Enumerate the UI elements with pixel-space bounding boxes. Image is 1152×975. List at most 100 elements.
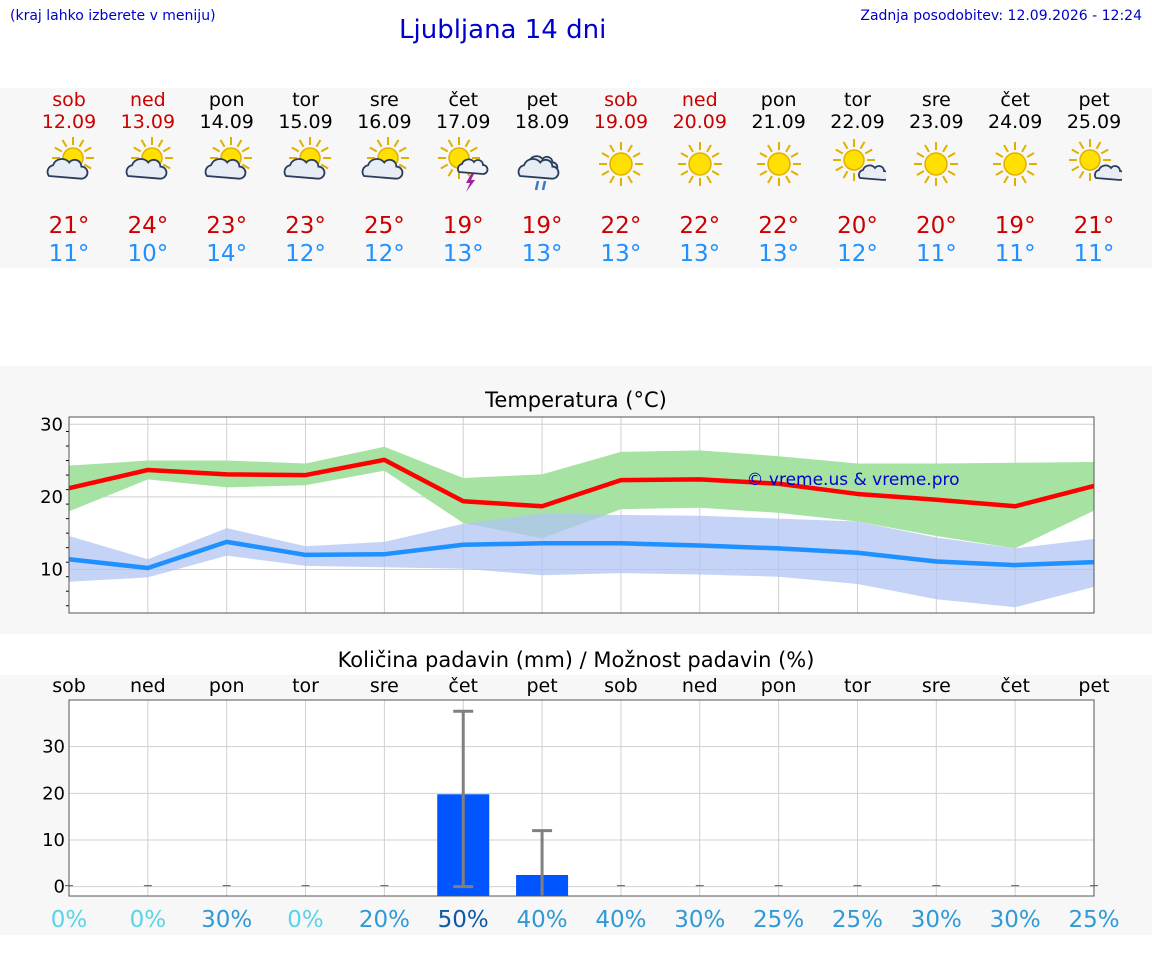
day-name: sre (921, 89, 951, 111)
min-temperature: 12° (364, 241, 405, 267)
max-temperature: 23° (206, 213, 248, 239)
day-column: pon 21.09 22° 13° (739, 88, 819, 268)
max-temperature: 20° (915, 213, 957, 239)
day-date: 12.09 (41, 111, 97, 133)
sun-cloud-icon (204, 137, 252, 180)
x-day-label: sob (52, 675, 86, 697)
day-date: 25.09 (1066, 111, 1122, 133)
precip-probability: 25% (753, 907, 804, 933)
sun-icon (914, 142, 959, 186)
max-temperature: 21° (1073, 213, 1115, 239)
y-tick-label: 20 (40, 487, 63, 508)
day-date: 15.09 (278, 111, 333, 133)
min-temperature: 12° (837, 241, 878, 267)
forecast-band (0, 88, 1152, 268)
day-column: tor 15.09 23° 12° (266, 88, 346, 268)
y-tick-label: 10 (42, 830, 65, 851)
day-name: pet (1078, 89, 1110, 111)
day-column: ned 13.09 24° 10° (108, 88, 188, 268)
range-band (69, 513, 1094, 608)
weather-icon (125, 137, 173, 180)
day-date: 21.09 (751, 111, 806, 133)
min-temperature: 10° (127, 241, 169, 267)
min-temperature: 13° (600, 241, 642, 267)
sun-storm-icon (438, 137, 489, 192)
day-name: sob (52, 89, 86, 111)
day-column: pet 25.09 21° 11° (1054, 88, 1134, 268)
day-column: sob 12.09 21° 11° (29, 88, 109, 268)
x-day-label: sre (922, 675, 951, 697)
region-menu-note: (kraj lahko izberete v meniju) (10, 8, 216, 24)
y-tick-label: 10 (40, 559, 63, 580)
sun-cloud-icon (362, 137, 410, 180)
precipitation-chart: 0 10 20 30 sob ned pon tor sre čet pet sob ned pon tor… (42, 675, 1119, 933)
page-title: Ljubljana 14 dni (399, 15, 607, 45)
day-column: sre 23.09 20° 11° (896, 88, 976, 268)
weather-icon (517, 155, 560, 191)
x-day-label: pet (1078, 675, 1109, 697)
watermark: © vreme.us & vreme.pro (746, 470, 959, 490)
precip-probability: 40% (595, 907, 646, 933)
weather-icon (46, 137, 94, 180)
precip-probability: 20% (359, 907, 410, 933)
min-temperature: 13° (758, 241, 800, 267)
weather-icon (438, 137, 489, 192)
day-name: čet (1000, 89, 1030, 111)
day-column: čet 24.09 19° 11° (975, 88, 1055, 268)
weather-icon (914, 142, 959, 186)
x-day-label: ned (130, 675, 166, 697)
day-date: 17.09 (436, 111, 491, 133)
x-day-label: sob (604, 675, 638, 697)
min-temperature: 14° (206, 241, 248, 267)
max-temperature: 22° (600, 213, 642, 239)
day-column: pet 18.09 19° 13° (502, 88, 582, 268)
sun-cloud-icon (283, 137, 331, 180)
day-name: ned (129, 89, 166, 111)
sun-small-cloud-icon (1069, 139, 1123, 181)
temperature-chart-title: Temperatura (°C) (485, 388, 667, 412)
min-temperature: 13° (521, 241, 563, 267)
x-day-label: pon (209, 675, 245, 697)
max-temperature: 19° (521, 213, 563, 239)
day-name: ned (681, 89, 718, 111)
day-column: pon 14.09 23° 14° (187, 88, 267, 268)
precip-probability: 25% (1068, 907, 1119, 933)
min-temperature: 11° (1073, 241, 1115, 267)
day-name: pon (208, 89, 245, 111)
day-name: tor (844, 89, 871, 111)
rain-cloud-icon (517, 155, 560, 191)
x-day-label: sre (370, 675, 399, 697)
temperature-chart: 10 20 30 © vreme.us & vreme.pro (40, 414, 1095, 614)
y-tick-label: 0 (54, 877, 65, 898)
day-date: 23.09 (909, 111, 964, 133)
min-temperature: 11° (994, 241, 1036, 267)
day-date: 13.09 (120, 111, 176, 133)
day-date: 16.09 (357, 111, 412, 133)
day-column: tor 22.09 20° 12° (818, 88, 898, 268)
sun-icon (993, 142, 1038, 186)
daily-forecast: sob 12.09 21° 11° ned 13.09 24° 10° pon 14.09 23° 1… (0, 88, 1152, 268)
max-temperature: 25° (364, 213, 405, 239)
precip-probability: 50% (438, 907, 489, 933)
day-date: 22.09 (830, 111, 885, 133)
day-name: pet (526, 89, 558, 111)
sun-icon (677, 142, 722, 186)
max-temperature: 21° (48, 213, 90, 239)
day-date: 19.09 (593, 111, 649, 133)
day-name: sre (369, 89, 399, 111)
series-line (68, 457, 1095, 509)
weather-icon (204, 137, 252, 180)
precip-probability: 30% (990, 907, 1041, 933)
sun-cloud-icon (46, 137, 94, 180)
max-temperature: 20° (837, 213, 878, 239)
day-name: čet (448, 89, 479, 111)
day-column: ned 20.09 22° 13° (660, 88, 740, 268)
max-temperature: 22° (679, 213, 721, 239)
day-date: 24.09 (987, 111, 1043, 133)
precip-probability: 30% (674, 907, 725, 933)
day-name: sob (604, 89, 638, 111)
max-temperature: 19° (994, 213, 1036, 239)
day-column: sre 16.09 25° 12° (344, 88, 424, 268)
min-temperature: 13° (442, 241, 484, 267)
min-temperature: 11° (48, 241, 90, 267)
